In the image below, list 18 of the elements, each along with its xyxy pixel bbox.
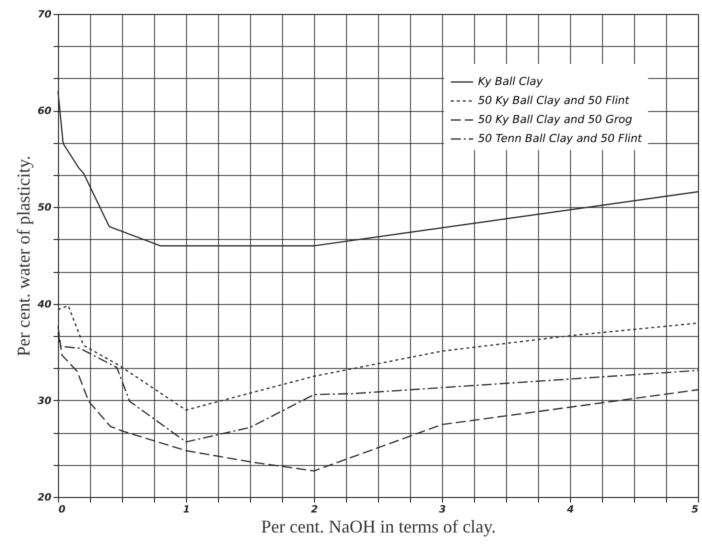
- x-tick-label: 3: [439, 504, 446, 516]
- x-tick-label: 0: [58, 504, 66, 516]
- legend-label: Ky Ball Clay: [478, 75, 544, 88]
- y-tick-label: 70: [38, 10, 52, 20]
- y-tick-label: 60: [38, 106, 52, 118]
- x-axis-title: Per cent. NaOH in terms of clay.: [261, 516, 496, 536]
- x-tick-label: 5: [692, 504, 699, 516]
- x-tick-label: 4: [566, 504, 574, 516]
- x-tick-label: 1: [183, 504, 190, 516]
- x-tick-label: 2: [311, 504, 318, 516]
- y-tick-label: 50: [38, 202, 52, 214]
- legend-label: 50 Ky Ball Clay and 50 Grog: [478, 113, 632, 126]
- y-tick-label: 30: [38, 396, 52, 407]
- y-tick-label: 20: [38, 492, 52, 504]
- legend-label: 50 Ky Ball Clay and 50 Flint: [478, 94, 630, 107]
- y-axis-title: Per cent. water of plasticity.: [14, 156, 34, 356]
- legend-label: 50 Tenn Ball Clay and 50 Flint: [478, 132, 643, 145]
- y-tick-label: 40: [36, 299, 52, 310]
